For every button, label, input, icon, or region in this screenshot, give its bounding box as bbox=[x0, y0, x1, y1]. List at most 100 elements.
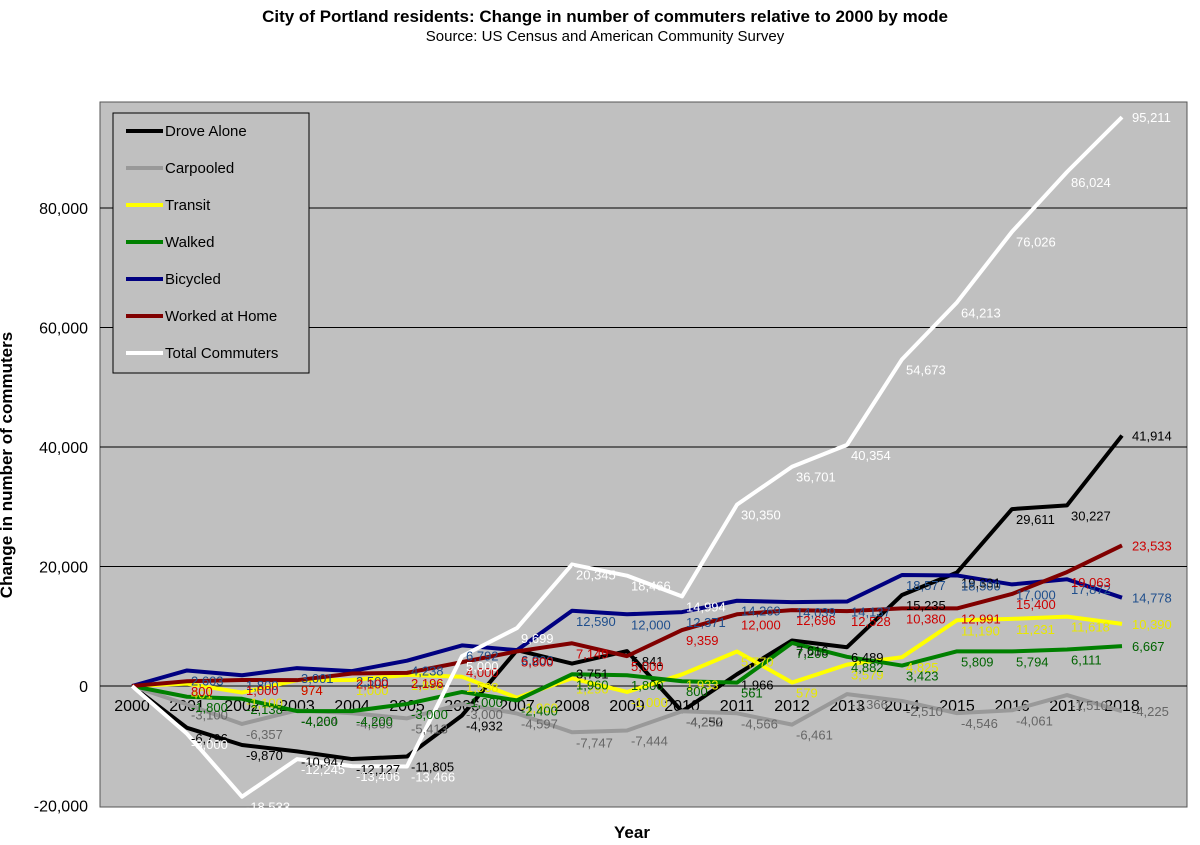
data-label: 7,200 bbox=[796, 646, 829, 661]
data-label: -3,100 bbox=[191, 708, 228, 723]
data-label: 800 bbox=[191, 684, 213, 699]
series-line-bicycled bbox=[131, 573, 1123, 688]
data-label: 17,000 bbox=[1016, 587, 1056, 602]
data-label: 6,792 bbox=[466, 648, 499, 663]
x-tick-label: 2012 bbox=[774, 698, 810, 715]
data-label: 11,618 bbox=[1071, 620, 1110, 635]
data-label: 12,000 bbox=[741, 617, 781, 632]
data-label: 9,359 bbox=[686, 633, 719, 648]
data-label: 18,500 bbox=[961, 578, 1001, 593]
data-label: 76,026 bbox=[1016, 235, 1056, 250]
data-label: -1,960 bbox=[521, 701, 558, 716]
chart-title: City of Portland residents: Change in nu… bbox=[262, 7, 948, 26]
data-label: 800 bbox=[686, 684, 708, 699]
y-axis: -20,000 0 20,000 40,000 60,000 80,000 bbox=[34, 201, 88, 816]
data-label: 14,137 bbox=[851, 605, 891, 620]
data-label: -9,870 bbox=[246, 748, 283, 763]
y-tick-label: 0 bbox=[79, 679, 88, 696]
legend-label: Carpooled bbox=[165, 160, 234, 177]
data-label: 1,000 bbox=[356, 683, 389, 698]
data-label: 18,466 bbox=[631, 579, 671, 594]
data-label: -7,747 bbox=[576, 735, 613, 750]
data-label: 1,296 bbox=[576, 681, 609, 696]
data-label: -3,000 bbox=[466, 707, 503, 722]
data-label: -4,225 bbox=[1132, 704, 1169, 719]
data-label: 18,577 bbox=[906, 578, 946, 593]
data-label: 15,235 bbox=[906, 598, 946, 613]
x-tick-label: 2017 bbox=[1049, 698, 1085, 715]
data-label: 11,231 bbox=[1016, 622, 1055, 637]
data-label: 3,751 bbox=[576, 667, 609, 682]
data-label: 19,063 bbox=[1071, 575, 1111, 590]
data-label: -1,100 bbox=[246, 696, 283, 711]
data-label: -7,444 bbox=[631, 733, 668, 748]
y-tick-label: 20,000 bbox=[39, 560, 88, 577]
y-axis-title: Change in number of commuters bbox=[0, 332, 16, 598]
series-line-drove-alone bbox=[130, 434, 1124, 762]
data-label: 1,960 bbox=[576, 677, 609, 692]
data-label: 5,809 bbox=[961, 654, 994, 669]
data-label: -4,546 bbox=[961, 716, 998, 731]
data-label: -2,510 bbox=[906, 704, 943, 719]
x-tick-label: 2011 bbox=[720, 698, 755, 715]
data-label: 12,991 bbox=[961, 611, 1001, 626]
series-line-walked bbox=[131, 640, 1123, 714]
data-label: 12,528 bbox=[851, 614, 891, 629]
data-label: 1,538 bbox=[466, 680, 499, 695]
y-tick-label: 60,000 bbox=[39, 321, 88, 338]
data-label: 1,933 bbox=[686, 677, 719, 692]
data-label: 2,603 bbox=[191, 673, 224, 688]
data-label: -4,250 bbox=[686, 714, 723, 729]
data-label: 41,914 bbox=[1132, 429, 1172, 444]
data-label: 20,345 bbox=[576, 567, 616, 582]
data-label: 12,590 bbox=[576, 614, 616, 629]
legend-label: Worked at Home bbox=[165, 308, 277, 325]
data-label: 4,825 bbox=[906, 660, 939, 675]
data-label: 9,699 bbox=[521, 631, 554, 646]
data-label: 12,696 bbox=[796, 613, 836, 628]
data-label: 36,701 bbox=[796, 470, 836, 485]
x-tick-label: 2009 bbox=[609, 698, 645, 715]
data-label: -6,357 bbox=[246, 727, 283, 742]
data-label: -2,400 bbox=[521, 703, 558, 718]
x-tick-label: 2000 bbox=[114, 698, 150, 715]
y-tick-label: -20,000 bbox=[34, 799, 88, 816]
data-label: -3,000 bbox=[411, 707, 448, 722]
data-label: -4,565 bbox=[356, 716, 393, 731]
data-label: 6,000 bbox=[521, 653, 554, 668]
data-label: 2,500 bbox=[356, 674, 389, 689]
data-label: 4,882 bbox=[851, 660, 884, 675]
data-label: 19,331 bbox=[961, 575, 1001, 590]
data-label: -4,566 bbox=[741, 716, 778, 731]
data-label: 40,354 bbox=[851, 448, 891, 463]
data-label: 30,227 bbox=[1071, 508, 1111, 523]
data-label: 561 bbox=[741, 686, 763, 701]
data-label: -4,232 bbox=[686, 714, 723, 729]
y-tick-label: 80,000 bbox=[39, 201, 88, 218]
data-label: -8,000 bbox=[191, 737, 228, 752]
data-label: 12,371 bbox=[686, 615, 726, 630]
legend-label: Drove Alone bbox=[165, 123, 247, 140]
data-label: -1,366 bbox=[851, 697, 888, 712]
data-label: -1,510 bbox=[1071, 698, 1108, 713]
data-label: 1,966 bbox=[741, 677, 774, 692]
data-label: 29,611 bbox=[1016, 512, 1055, 527]
data-label: -13,406 bbox=[356, 769, 400, 784]
data-label: -4,200 bbox=[301, 714, 338, 729]
data-label: -12,127 bbox=[356, 762, 400, 777]
legend: Drove Alone Carpooled Transit Walked Bicycle… bbox=[112, 112, 310, 374]
data-label: 2,100 bbox=[356, 676, 389, 691]
data-label: 11,190 bbox=[961, 623, 1000, 638]
data-label: 5,794 bbox=[1016, 654, 1049, 669]
data-label: 54,673 bbox=[906, 362, 946, 377]
data-label: -12,245 bbox=[301, 762, 345, 777]
data-label: -4,597 bbox=[521, 716, 558, 731]
series-lines bbox=[130, 115, 1124, 799]
data-label: 5,000 bbox=[466, 659, 499, 674]
data-label: 1,868 bbox=[411, 678, 444, 693]
legend-label: Transit bbox=[165, 197, 211, 214]
data-label: 10,390 bbox=[1132, 617, 1172, 632]
legend-label: Bicycled bbox=[165, 271, 221, 288]
data-label: -1,000 bbox=[631, 695, 668, 710]
